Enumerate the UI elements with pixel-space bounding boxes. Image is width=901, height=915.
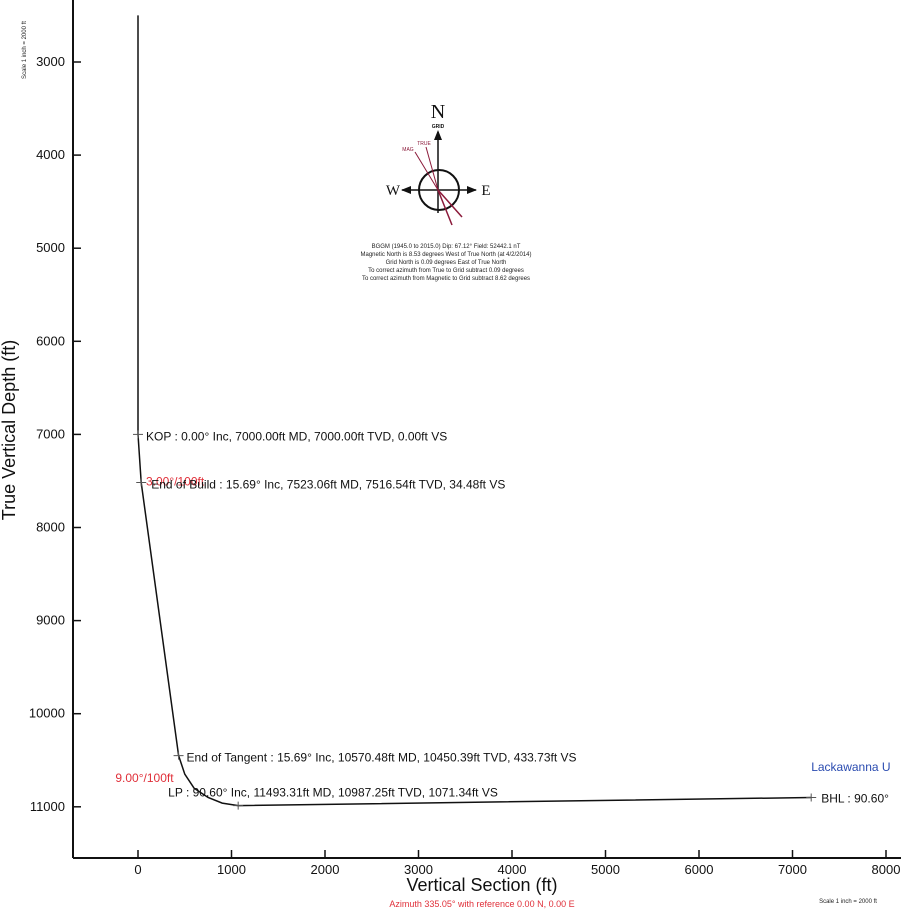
compass-note-line: BGGM (1945.0 to 2015.0) Dip: 67.12° Fiel…: [372, 244, 521, 250]
compass-true-label: TRUE: [417, 141, 431, 147]
kop-label: KOP : 0.00° Inc, 7000.00ft MD, 7000.00ft…: [146, 429, 447, 443]
y-axis-title: True Vertical Depth (ft): [0, 340, 19, 520]
lp-label: LP : 90.60° Inc, 11493.31ft MD, 10987.25…: [168, 786, 498, 800]
x-tick-label: 2000: [311, 862, 340, 877]
north-compass: N GRID W E TRUE MAG BGGM (1945.0 to 2015…: [361, 101, 532, 282]
compass-circle: [418, 169, 460, 211]
x-tick-label: 4000: [498, 862, 527, 877]
compass-mag-arrow: [414, 151, 439, 191]
x-tick-label: 6000: [685, 862, 714, 877]
y-tick-label: 8000: [36, 520, 65, 535]
well-path-line: [137, 15, 812, 807]
compass-true-arrow: [425, 146, 439, 191]
scale-note-left: Scale 1 inch = 2000 ft: [22, 21, 28, 79]
build-rate-label: 3.00°/100ft: [146, 475, 205, 489]
compass-north-label: N: [431, 101, 445, 123]
compass-east-label: E: [481, 183, 490, 199]
compass-tail-2: [437, 189, 463, 218]
end-of-build-label: End of Build : 15.69° Inc, 7523.06ft MD,…: [151, 477, 505, 491]
annotations: KOP : 0.00° Inc, 7000.00ft MD, 7000.00ft…: [115, 429, 890, 805]
y-tick-label: 10000: [29, 706, 65, 721]
compass-note-line: To correct azimuth from True to Grid sub…: [368, 268, 524, 274]
y-tick-label: 4000: [36, 147, 65, 162]
compass-note-line: To correct azimuth from Magnetic to Grid…: [362, 276, 530, 282]
axes: [72, 0, 901, 859]
y-tick-label: 11000: [30, 799, 65, 814]
compass-notes: BGGM (1945.0 to 2015.0) Dip: 67.12° Fiel…: [361, 244, 532, 282]
x-ticks: 0 1000 2000 3000 4000 5000 6000 7000 8000: [134, 850, 900, 877]
x-tick-label: 3000: [404, 862, 433, 877]
compass-mag-label: MAG: [402, 147, 414, 153]
y-tick-label: 7000: [36, 426, 65, 441]
lackawanna-label: Lackawanna U: [811, 760, 890, 774]
compass-note-line: Grid North is 0.09 degrees East of True …: [386, 260, 507, 266]
x-tick-label: 1000: [217, 862, 246, 877]
compass-tail-1: [437, 189, 453, 226]
compass-west-label: W: [386, 183, 401, 199]
compass-grid-arrow-head: [434, 130, 442, 140]
y-tick-label: 3000: [36, 54, 65, 69]
y-tick-label: 6000: [36, 333, 65, 348]
compass-east-arrow-head: [467, 186, 477, 194]
y-tick-label: 5000: [36, 240, 65, 255]
compass-west-arrow-head: [401, 186, 411, 194]
compass-note-line: Magnetic North is 8.53 degrees West of T…: [361, 252, 532, 258]
x-tick-label: 8000: [872, 862, 901, 877]
scale-note-bottom: Scale 1 inch = 2000 ft: [819, 899, 877, 905]
end-of-tangent-label: End of Tangent : 15.69° Inc, 10570.48ft …: [187, 751, 577, 765]
y-tick-label: 9000: [36, 613, 65, 628]
compass-grid-label: GRID: [432, 124, 445, 130]
x-axis-title: Vertical Section (ft): [406, 875, 557, 895]
drop-rate-label: 9.00°/100ft: [115, 771, 174, 785]
x-tick-label: 5000: [591, 862, 620, 877]
bhl-label: BHL : 90.60°: [821, 791, 889, 805]
point-markers: [133, 430, 817, 810]
x-tick-label: 7000: [778, 862, 807, 877]
x-tick-label: 0: [134, 862, 141, 877]
y-ticks: 3000 4000 5000 6000 7000 8000 9000 10000 11000: [29, 54, 81, 814]
azimuth-note: Azimuth 335.05° with reference 0.00 N, 0…: [389, 899, 574, 909]
